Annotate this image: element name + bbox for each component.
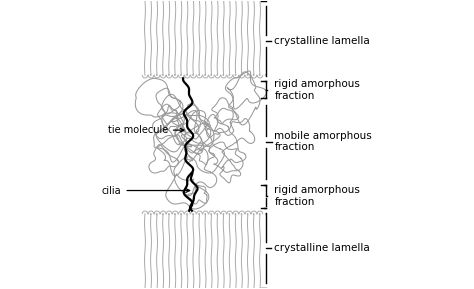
Text: rigid amorphous
fraction: rigid amorphous fraction bbox=[274, 186, 360, 207]
Text: crystalline lamella: crystalline lamella bbox=[274, 36, 370, 46]
Text: rigid amorphous
fraction: rigid amorphous fraction bbox=[274, 79, 360, 101]
Text: crystalline lamella: crystalline lamella bbox=[274, 243, 370, 253]
Text: tie molecule: tie molecule bbox=[108, 125, 184, 135]
Text: cilia: cilia bbox=[102, 186, 190, 196]
Text: mobile amorphous
fraction: mobile amorphous fraction bbox=[274, 131, 372, 152]
